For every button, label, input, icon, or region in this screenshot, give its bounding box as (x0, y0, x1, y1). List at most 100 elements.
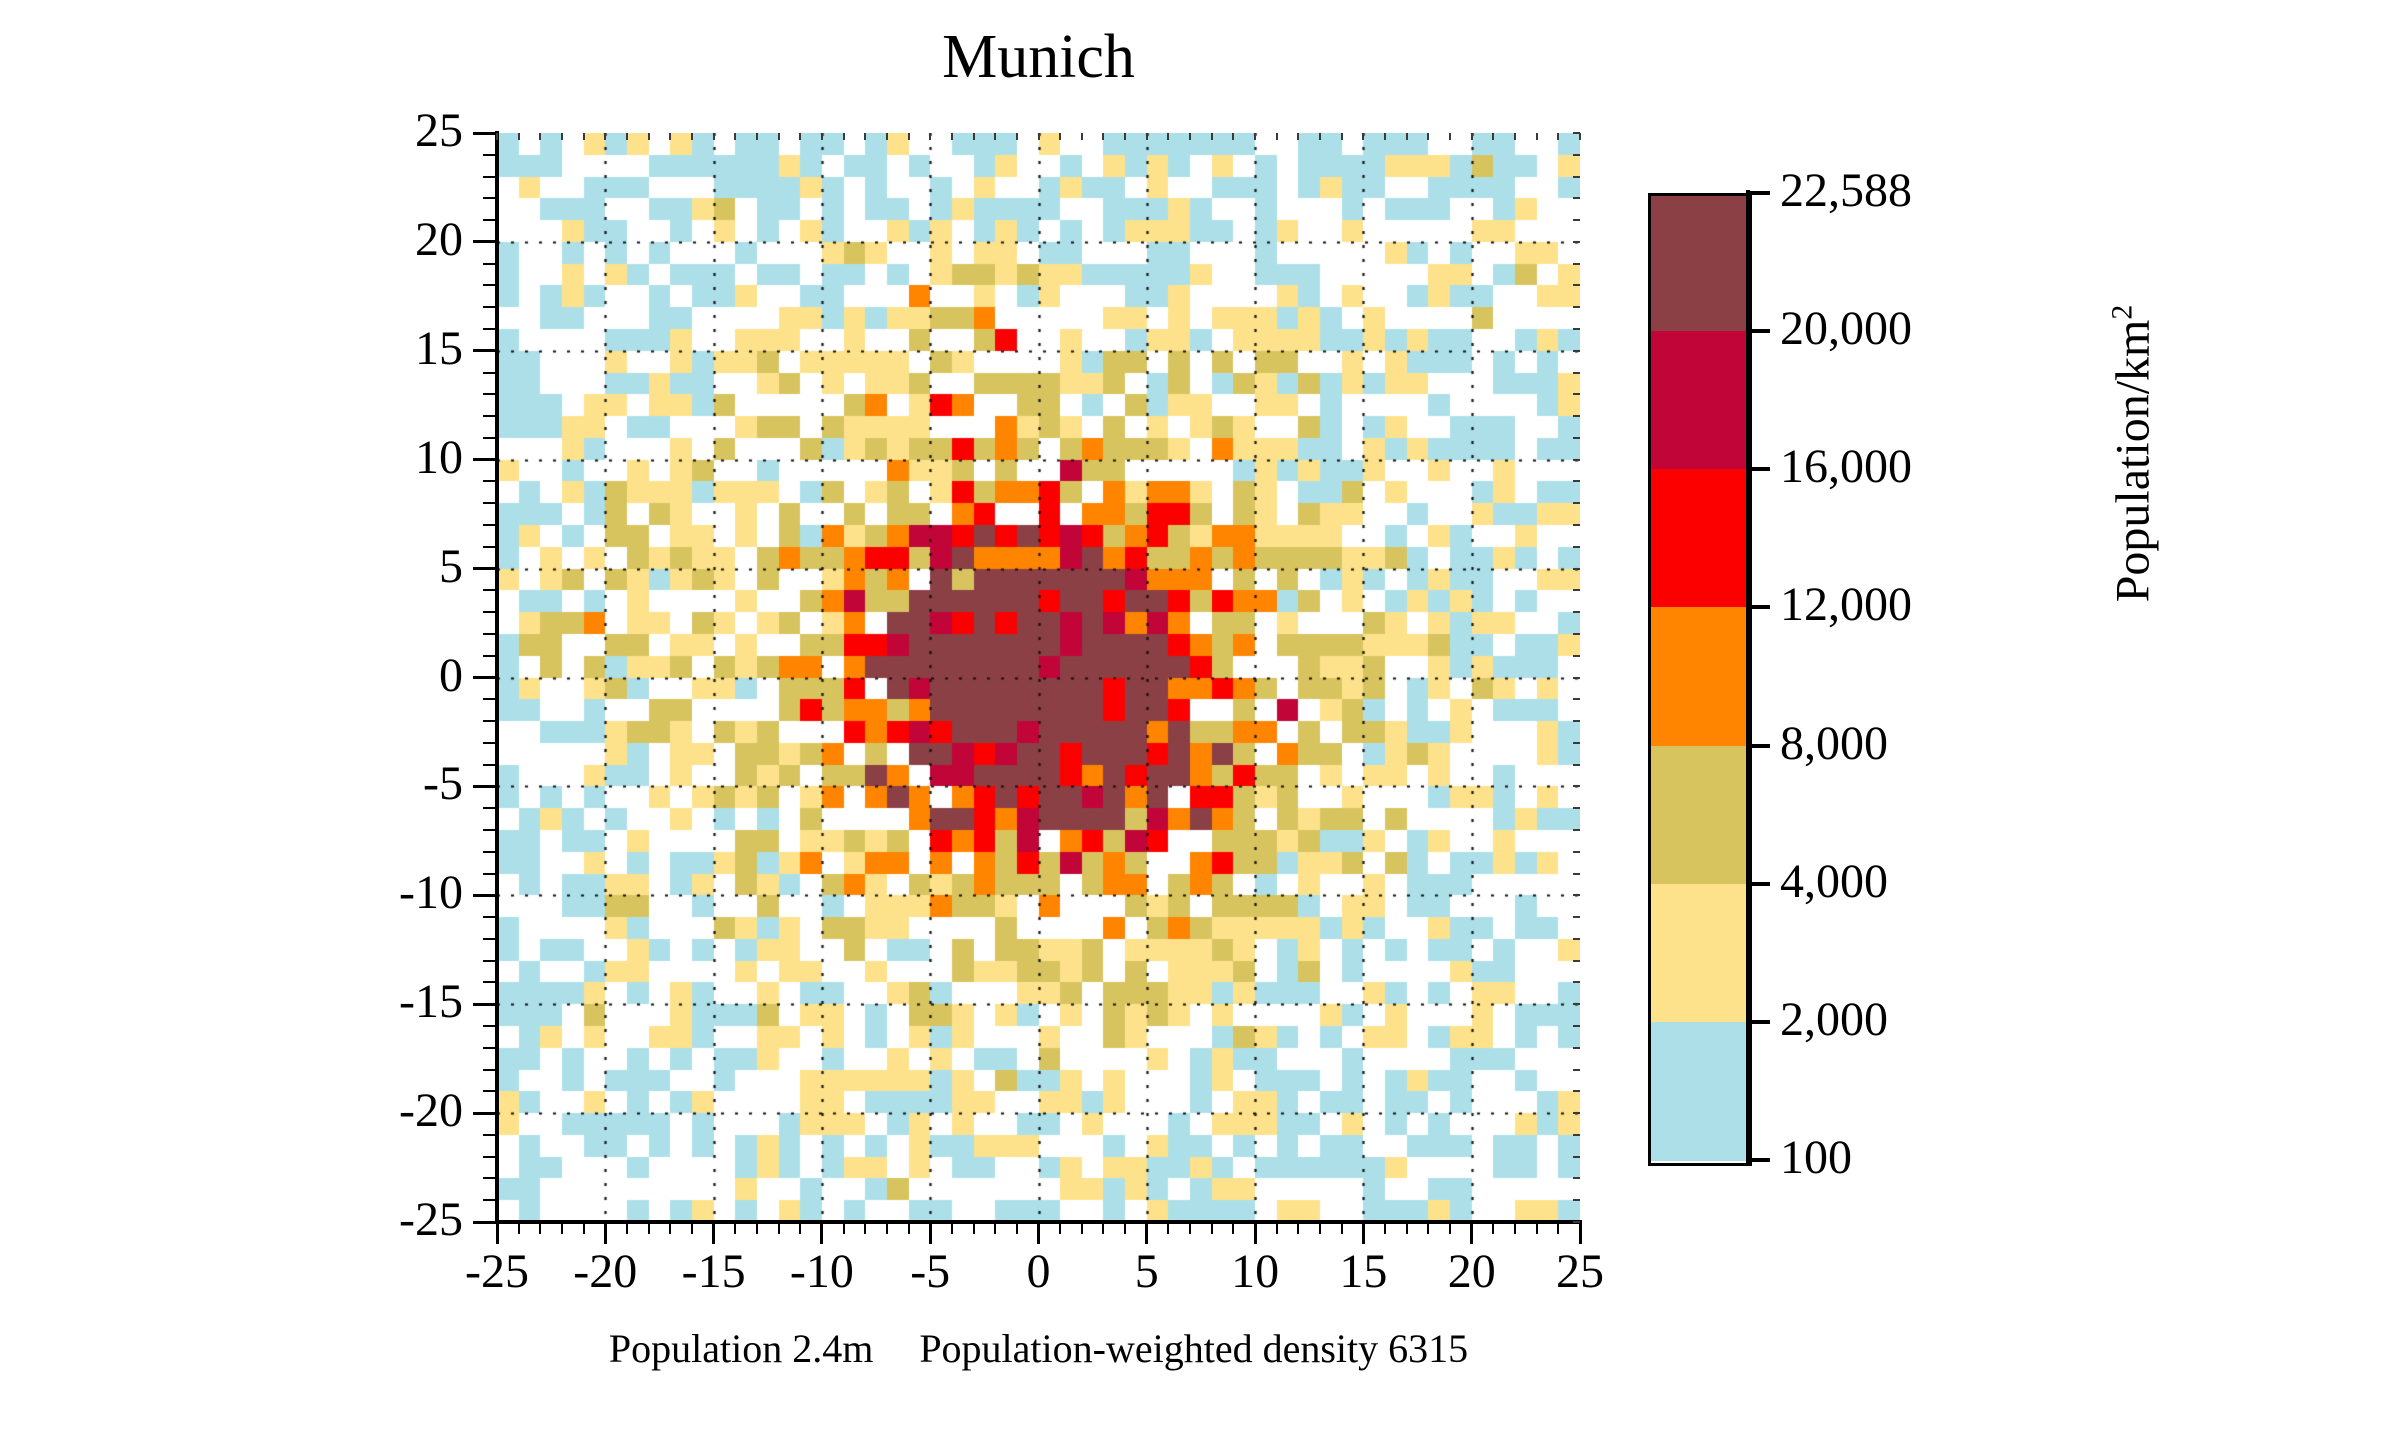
y-tick-minor (483, 175, 495, 178)
footer-stats: Population 2.4m Population-weighted dens… (497, 1325, 1580, 1373)
x-tick-minor (1449, 1222, 1452, 1234)
y-tick-right (1573, 415, 1580, 418)
colorbar-tick (1750, 329, 1770, 334)
y-tick-right (1573, 698, 1580, 701)
x-tick-minor (1405, 1222, 1408, 1234)
x-tick-top (1124, 133, 1127, 140)
x-tick-top (669, 133, 672, 140)
y-tick-major (473, 458, 495, 462)
colorbar-band (1648, 469, 1746, 609)
y-tick-right (1573, 306, 1580, 309)
colorbar-band (1648, 607, 1746, 747)
colorbar-band (1648, 883, 1746, 1023)
x-tick-minor (799, 1222, 802, 1234)
y-tick-right (1573, 1068, 1580, 1071)
footer-population: Population 2.4m (608, 1326, 874, 1371)
x-tick-major (603, 1222, 607, 1244)
x-tick-top (539, 133, 542, 140)
colorbar-tick-label: 22,588 (1780, 164, 1912, 217)
y-tick-label: -10 (399, 866, 463, 920)
y-tick-label: -5 (423, 757, 463, 811)
y-tick-right (1573, 720, 1580, 723)
x-tick-top (1340, 133, 1343, 140)
x-tick-top (1427, 133, 1430, 140)
x-tick-top (1514, 133, 1517, 140)
x-tick-minor (1232, 1222, 1235, 1234)
y-tick-right (1573, 480, 1580, 483)
x-tick-minor (690, 1222, 693, 1234)
x-tick-top (582, 133, 585, 140)
y-tick-right (1573, 1046, 1580, 1049)
y-tick-right (1573, 654, 1580, 657)
x-tick-top (1557, 133, 1560, 140)
x-tick-minor (1427, 1222, 1430, 1234)
colorbar-band (1648, 193, 1746, 332)
x-tick-top (1362, 133, 1365, 140)
x-tick-minor (864, 1222, 867, 1234)
x-tick-top (1145, 133, 1148, 140)
x-tick-major (712, 1222, 716, 1244)
y-tick-minor (483, 371, 495, 374)
x-tick-major (1578, 1222, 1582, 1244)
y-tick-label: 0 (439, 648, 463, 702)
colorbar-axis-title-exponent: 2 (2105, 304, 2139, 320)
x-tick-top (560, 133, 563, 140)
y-tick-minor (483, 219, 495, 222)
x-tick-top (972, 133, 975, 140)
x-tick-minor (1384, 1222, 1387, 1234)
y-tick-label: -15 (399, 975, 463, 1029)
y-tick-right (1573, 1090, 1580, 1093)
colorbar-tick-label: 4,000 (1780, 854, 1888, 908)
x-tick-label: 0 (1026, 1245, 1051, 1298)
y-tick-right (1573, 436, 1580, 439)
x-tick-label: -10 (789, 1245, 854, 1298)
y-tick-minor (483, 720, 495, 723)
y-tick-right (1573, 763, 1580, 766)
x-tick-top (1167, 133, 1170, 140)
y-tick-minor (483, 197, 495, 200)
y-tick-right (1573, 567, 1580, 570)
y-tick-right (1573, 458, 1580, 461)
page-title: Munich (942, 23, 1135, 91)
y-tick-minor (483, 1155, 495, 1158)
y-tick-minor (483, 937, 495, 940)
y-tick-minor (483, 1068, 495, 1071)
x-tick-major (495, 1222, 499, 1244)
y-tick-minor (483, 306, 495, 309)
y-tick-major (473, 893, 495, 897)
y-tick-label: 15 (415, 321, 463, 375)
x-tick-label: 15 (1339, 1245, 1388, 1298)
y-tick-right (1573, 1024, 1580, 1027)
y-tick-minor (483, 741, 495, 744)
x-tick-minor (1189, 1222, 1192, 1234)
x-tick-minor (950, 1222, 953, 1234)
x-tick-minor (560, 1222, 563, 1234)
x-tick-minor (1535, 1222, 1538, 1234)
y-tick-minor (483, 545, 495, 548)
y-tick-right (1573, 545, 1580, 548)
x-tick-label: -25 (465, 1245, 529, 1298)
x-tick-top (734, 133, 737, 140)
x-tick-top (777, 133, 780, 140)
y-tick-label: -20 (399, 1084, 463, 1138)
x-tick-top (1405, 133, 1408, 140)
y-tick-right (1573, 1003, 1580, 1006)
x-tick-top (712, 133, 715, 140)
heatmap-plot-area (497, 133, 1580, 1222)
x-tick-minor (1297, 1222, 1300, 1234)
x-tick-top (1449, 133, 1452, 140)
x-tick-top (690, 133, 693, 140)
y-tick-right (1573, 894, 1580, 897)
x-tick-minor (1124, 1222, 1127, 1234)
y-tick-right (1573, 916, 1580, 919)
y-tick-major (473, 784, 495, 788)
y-tick-right (1573, 589, 1580, 592)
x-tick-top (1059, 133, 1062, 140)
x-tick-top (842, 133, 845, 140)
x-tick-label: -15 (681, 1245, 746, 1298)
colorbar-axis-title-text: Population/km (2106, 319, 2160, 603)
x-tick-minor (1557, 1222, 1560, 1234)
y-tick-minor (483, 828, 495, 831)
y-tick-minor (483, 916, 495, 919)
y-tick-major (473, 1111, 495, 1115)
